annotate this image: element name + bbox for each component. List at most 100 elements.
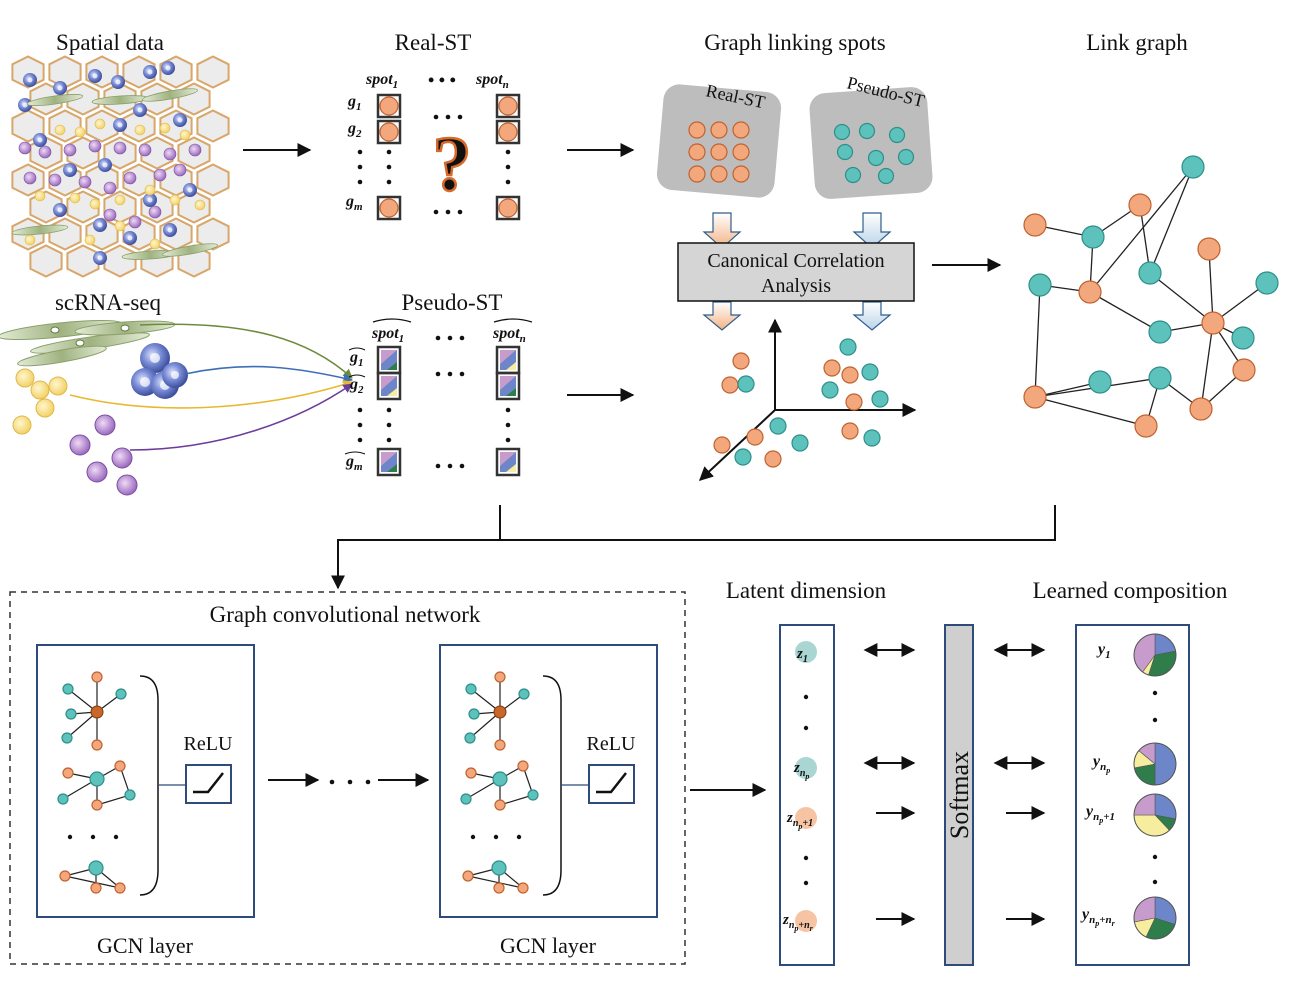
pseudo-spot1-label: spot1 — [371, 325, 404, 345]
gcn-node — [91, 739, 103, 751]
gcn-node — [465, 683, 477, 695]
real-g1-label: g1 — [347, 93, 362, 113]
immune-cells — [131, 343, 188, 399]
pseudo-st-matrix: spot1 spotn g1 g2 gm — [344, 318, 533, 477]
latent-column: z1 znp znp+1 znp+nr — [779, 624, 835, 966]
graph-linking-title: Graph linking spots — [704, 30, 885, 55]
gcn-node — [464, 732, 476, 744]
learned-composition-title: Learned composition — [1033, 578, 1228, 603]
link-graph-node — [1148, 320, 1172, 344]
real-spot — [379, 96, 399, 116]
link-graph-node — [1255, 271, 1279, 295]
gcn-center-node — [492, 771, 508, 787]
real-gm-label: gm — [345, 193, 363, 213]
znp1-label: znp+1 — [786, 810, 813, 831]
relu-activation-icon — [185, 764, 232, 804]
gcn-center-node — [89, 771, 105, 787]
gcn-node — [65, 708, 77, 720]
real-card-spot — [688, 165, 706, 183]
gcn-node — [61, 732, 73, 744]
real-spot1-label: spot1 — [365, 71, 398, 91]
real-card-spot — [732, 165, 750, 183]
gcn-node — [462, 870, 474, 882]
gcn-node — [468, 708, 480, 720]
gcn-node — [517, 882, 529, 894]
pseudo-spotn-label: spotn — [492, 325, 526, 345]
real-st-title: Real-ST — [395, 30, 472, 55]
real-spot — [498, 96, 518, 116]
gcn-center-node — [88, 860, 104, 876]
z1-label: z1 — [796, 646, 808, 665]
projected-spot — [769, 417, 787, 435]
gcn-node — [57, 793, 69, 805]
gcn-layer-label-1: GCN layer — [97, 933, 194, 958]
pseudo-g2-label: g2 — [349, 376, 364, 396]
real-card-spot — [710, 165, 728, 183]
pseudo-card-spot — [897, 148, 915, 166]
link-graph-title: Link graph — [1086, 30, 1188, 55]
real-spotn-label: spotn — [475, 71, 509, 91]
projected-spot — [839, 338, 857, 356]
link-graph-node — [1181, 155, 1205, 179]
gcn-node — [91, 799, 103, 811]
real-hdots: • • • — [428, 70, 456, 90]
gcn-node — [62, 767, 74, 779]
ynpr-label: ynp+nr — [1080, 906, 1116, 928]
gcn-node — [115, 688, 127, 700]
spatial-data-title: Spatial data — [56, 30, 164, 55]
real-card-spot — [688, 143, 706, 161]
projected-spot — [841, 366, 859, 384]
gcn-node — [493, 882, 505, 894]
composition-pie — [1133, 633, 1177, 677]
composition-pie — [1133, 742, 1177, 786]
gcn-layer-2: ReLU GCN layer — [439, 644, 658, 958]
link-graph-node — [1128, 193, 1152, 217]
relu-label-1: ReLU — [184, 733, 233, 755]
question-mark-icon: ? — [433, 120, 472, 207]
projected-spot — [764, 450, 782, 468]
projected-spot — [721, 376, 739, 394]
projected-spot — [861, 363, 879, 381]
gcn-node — [494, 739, 506, 751]
real-vdots — [357, 114, 511, 215]
link-graph-node — [1148, 366, 1172, 390]
real-g2-label: g2 — [347, 120, 362, 140]
gcn-node — [124, 789, 136, 801]
gcn-center-node — [493, 705, 507, 719]
gcn-node — [465, 767, 477, 779]
link-graph-node — [1231, 326, 1255, 350]
gcn-title: Graph convolutional network — [210, 602, 481, 627]
projected-spot — [841, 422, 859, 440]
gcn-node — [59, 870, 71, 882]
real-card-spot — [710, 121, 728, 139]
projected-spot — [845, 393, 863, 411]
pseudo-card-spot — [888, 126, 906, 144]
gcn-node — [90, 882, 102, 894]
gcn-layer-1: ReLU GCN layer — [36, 644, 255, 958]
real-spot — [379, 122, 399, 142]
gcn-node — [114, 760, 126, 772]
softmax-bar — [944, 624, 974, 966]
real-card-spot — [688, 121, 706, 139]
link-graph-node — [1028, 273, 1052, 297]
projected-spot — [871, 390, 889, 408]
real-spot — [498, 198, 518, 218]
cell-type-icons — [0, 319, 353, 496]
epithelial-cells — [12, 368, 68, 435]
link-graph-node — [1232, 358, 1256, 382]
projected-spot — [746, 428, 764, 446]
cca-box — [677, 242, 915, 302]
gcn-node — [460, 793, 472, 805]
cca-line2: Analysis — [761, 275, 831, 297]
gcn-node — [91, 671, 103, 683]
real-st-card — [656, 84, 782, 198]
link-graph-node — [1088, 370, 1112, 394]
pseudo-g1-label: g1 — [349, 349, 364, 369]
gcn-node — [517, 760, 529, 772]
projected-spot — [863, 429, 881, 447]
link-graph — [1023, 155, 1279, 438]
softmax-label: Softmax — [945, 751, 974, 839]
composition-pie — [1133, 896, 1177, 940]
pseudo-card-spot — [867, 149, 885, 167]
real-card-spot — [732, 121, 750, 139]
